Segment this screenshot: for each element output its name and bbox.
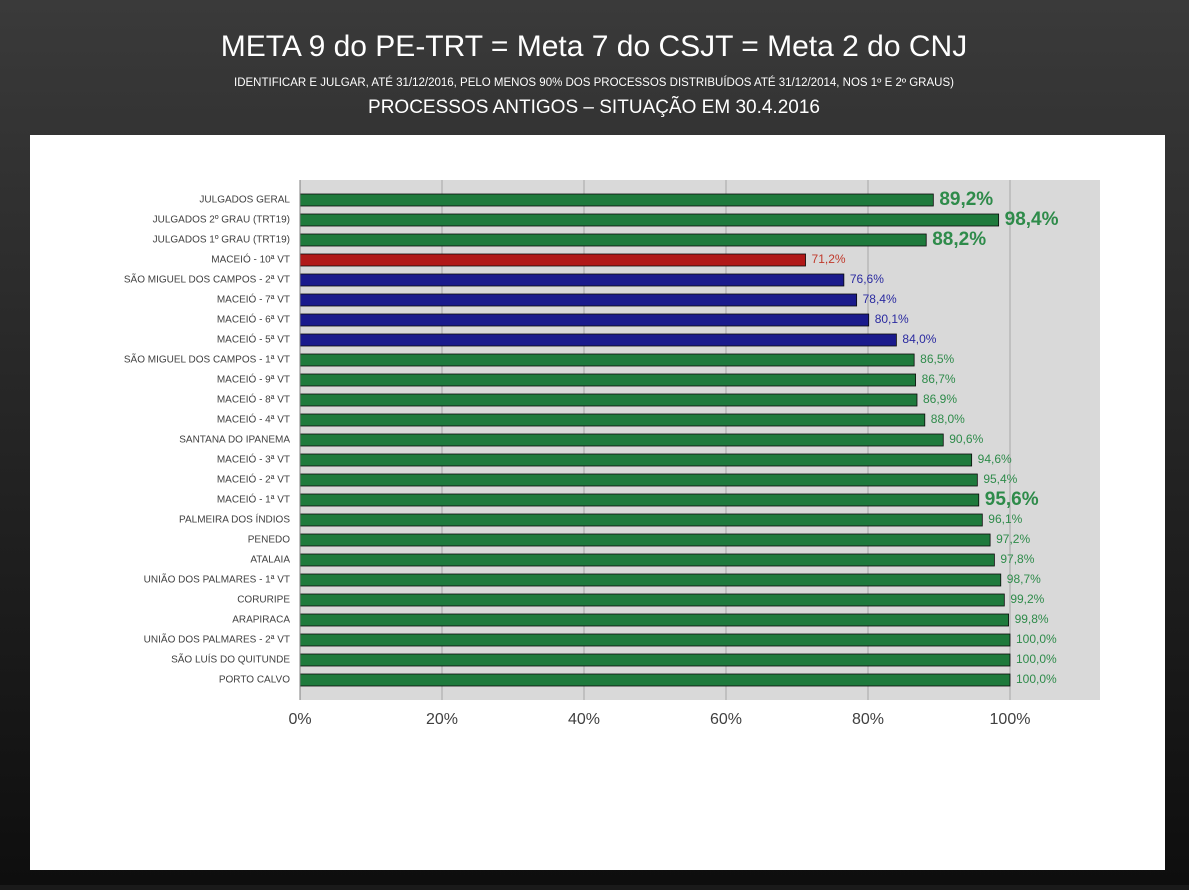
y-tick-label: MACEIÓ - 3ª VT [217,453,290,466]
data-label: 100,0% [1016,652,1057,666]
y-tick-label: JULGADOS 2º GRAU (TRT19) [153,215,290,226]
data-label: 86,7% [922,372,956,386]
data-label: 88,0% [931,412,965,426]
data-label: 97,8% [1000,552,1034,566]
bar [299,313,870,327]
bar [299,673,1011,687]
data-label: 100,0% [1016,632,1057,646]
y-tick-label: MACEIÓ - 7ª VT [217,293,290,306]
data-label: 98,4% [1005,209,1059,230]
bar [299,193,934,207]
y-tick-label: PENEDO [248,535,290,546]
data-label: 78,4% [863,292,897,306]
y-tick-label: PORTO CALVO [219,675,290,686]
x-tick-label: 0% [288,711,311,728]
y-tick-label: MACEIÓ - 5ª VT [217,333,290,346]
y-tick-label: UNIÃO DOS PALMARES - 1ª VT [144,573,290,586]
bar [299,433,944,447]
y-tick-label: ARAPIRACA [232,615,290,626]
bar [299,473,978,487]
chart-subtitle: IDENTIFICAR E JULGAR, ATÉ 31/12/2016, PE… [234,76,954,89]
bar [299,453,973,467]
data-label: 86,9% [923,392,957,406]
data-label: 98,7% [1007,572,1041,586]
bar [299,573,1002,587]
data-label: 90,6% [949,432,983,446]
bar [299,633,1011,647]
bar [299,553,995,567]
y-tick-label: MACEIÓ - 6ª VT [217,313,290,326]
bar [299,413,926,427]
data-label: 100,0% [1016,672,1057,686]
x-tick-label: 40% [568,711,600,728]
y-tick-label: MACEIÓ - 4ª VT [217,413,290,426]
data-label: 95,4% [983,472,1017,486]
y-tick-label: SANTANA DO IPANEMA [179,435,290,446]
data-label: 89,2% [939,189,993,210]
bar [299,353,915,367]
y-tick-label: SÃO LUÍS DO QUITUNDE [171,653,290,666]
bar [299,213,1000,227]
bar [299,513,983,527]
y-tick-label: MACEIÓ - 10ª VT [211,253,290,266]
y-tick-label: JULGADOS 1º GRAU (TRT19) [153,235,290,246]
bar [299,233,927,247]
data-label: 71,2% [812,252,846,266]
y-tick-label: SÃO MIGUEL DOS CAMPOS - 2ª VT [124,273,290,286]
data-label: 94,6% [978,452,1012,466]
bar [299,653,1011,667]
data-label: 99,8% [1015,612,1049,626]
x-tick-label: 100% [990,711,1031,728]
bar [299,253,806,267]
bar [299,333,897,347]
x-tick-label: 60% [710,711,742,728]
chart-subtitle: PROCESSOS ANTIGOS – SITUAÇÃO EM 30.4.201… [368,96,820,118]
bar [299,533,991,547]
bar [299,273,845,287]
y-tick-label: CORURIPE [237,595,290,606]
data-label: 99,2% [1010,592,1044,606]
bar [299,373,916,387]
data-label: 80,1% [875,312,909,326]
data-label: 86,5% [920,352,954,366]
y-tick-label: SÃO MIGUEL DOS CAMPOS - 1ª VT [124,353,290,366]
y-tick-label: JULGADOS GERAL [199,195,290,206]
bar [299,593,1005,607]
y-tick-label: UNIÃO DOS PALMARES - 2ª VT [144,633,290,646]
y-tick-label: MACEIÓ - 1ª VT [217,493,290,506]
bar [299,393,918,407]
bar [299,493,980,507]
y-tick-label: ATALAIA [250,555,290,566]
data-label: 88,2% [932,229,986,250]
bar [299,613,1009,627]
data-label: 95,6% [985,489,1039,510]
y-tick-label: MACEIÓ - 2ª VT [217,473,290,486]
data-label: 76,6% [850,272,884,286]
y-tick-label: MACEIÓ - 9ª VT [217,373,290,386]
x-tick-label: 20% [426,711,458,728]
x-tick-label: 80% [852,711,884,728]
data-label: 97,2% [996,532,1030,546]
y-tick-label: PALMEIRA DOS ÍNDIOS [179,513,290,526]
data-label: 84,0% [902,332,936,346]
chart-title: META 9 do PE-TRT = Meta 7 do CSJT = Meta… [221,30,967,63]
bar [299,293,858,307]
data-label: 96,1% [988,512,1022,526]
y-tick-label: MACEIÓ - 8ª VT [217,393,290,406]
